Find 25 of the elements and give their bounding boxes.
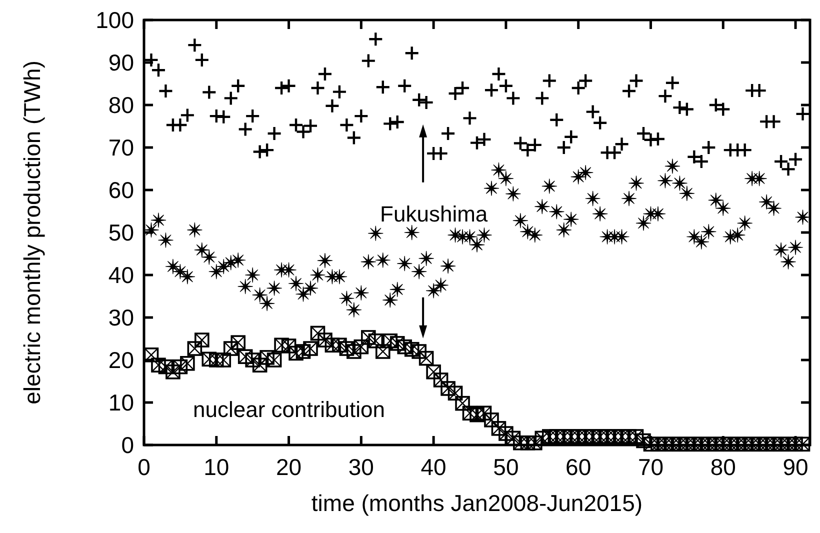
x-tick-label: 90 xyxy=(782,454,808,480)
y-tick-label: 70 xyxy=(108,134,134,160)
y-tick-label: 10 xyxy=(108,390,134,416)
y-tick-label: 50 xyxy=(108,220,134,246)
y-tick-label: 20 xyxy=(108,347,134,373)
x-tick-label: 0 xyxy=(138,454,150,480)
x-tick-label: 40 xyxy=(420,454,446,480)
y-tick-label: 100 xyxy=(96,7,134,33)
x-tick-label: 20 xyxy=(276,454,302,480)
y-tick-label: 30 xyxy=(108,304,134,330)
x-tick-label: 80 xyxy=(710,454,736,480)
x-axis-title: time (months Jan2008-Jun2015) xyxy=(311,490,643,516)
y-tick-label: 90 xyxy=(108,50,134,76)
series-label: nuclear contribution xyxy=(192,397,386,422)
x-tick-label: 60 xyxy=(566,454,592,480)
annotation: Fukushima xyxy=(380,201,488,226)
x-tick-label: 50 xyxy=(493,454,519,480)
x-tick-label: 10 xyxy=(204,454,230,480)
x-tick-label: 70 xyxy=(638,454,664,480)
y-tick-label: 40 xyxy=(108,262,134,288)
y-tick-label: 60 xyxy=(108,177,134,203)
y-tick-label: 0 xyxy=(121,432,134,458)
y-tick-label: 80 xyxy=(108,92,134,118)
x-tick-label: 30 xyxy=(348,454,374,480)
y-axis-title: electric monthly production (TWh) xyxy=(19,60,45,404)
